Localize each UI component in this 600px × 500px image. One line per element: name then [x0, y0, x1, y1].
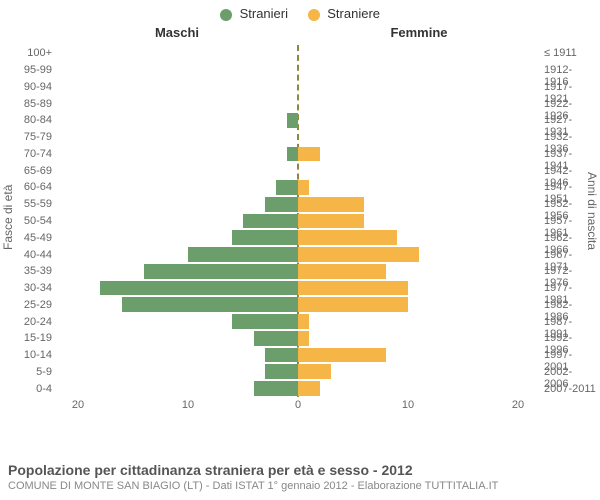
bar-row — [56, 281, 540, 296]
age-label: 85-89 — [0, 98, 52, 110]
x-tick: 20 — [72, 399, 84, 411]
bar-row — [56, 214, 540, 229]
male-bar — [243, 214, 298, 229]
x-tick: 10 — [182, 399, 194, 411]
age-label: 80-84 — [0, 114, 52, 126]
female-bar — [298, 247, 419, 262]
x-axis: 20 10 0 10 20 — [56, 399, 540, 417]
age-label: 95-99 — [0, 64, 52, 76]
female-bar — [298, 281, 408, 296]
male-bar — [188, 247, 298, 262]
y-axis-left-labels: 0-4 5-9 10-14 15-19 20-24 25-29 30-34 35-39 40-4… — [0, 45, 56, 397]
bar-row — [56, 63, 540, 78]
age-label: 30-34 — [0, 282, 52, 294]
female-bar — [298, 147, 320, 162]
bar-row — [56, 297, 540, 312]
female-bar — [298, 197, 364, 212]
chart-title: Popolazione per cittadinanza straniera p… — [8, 462, 592, 478]
age-label: 40-44 — [0, 249, 52, 261]
bar-row — [56, 80, 540, 95]
column-headers: Maschi Femmine — [56, 25, 540, 43]
age-label: 15-19 — [0, 332, 52, 344]
age-label: 75-79 — [0, 131, 52, 143]
bar-row — [56, 381, 540, 396]
male-bar — [287, 147, 298, 162]
bar-row — [56, 130, 540, 145]
bars-container — [56, 45, 540, 397]
legend-swatch-male — [220, 9, 232, 21]
male-bar — [232, 230, 298, 245]
legend-swatch-female — [308, 9, 320, 21]
bar-row — [56, 331, 540, 346]
age-label: 65-69 — [0, 165, 52, 177]
bar-row — [56, 348, 540, 363]
male-bar — [265, 197, 298, 212]
bar-row — [56, 180, 540, 195]
female-bar — [298, 331, 309, 346]
male-bar — [265, 348, 298, 363]
legend-item-female: Straniere — [308, 6, 380, 21]
legend-item-male: Stranieri — [220, 6, 288, 21]
bar-row — [56, 113, 540, 128]
legend: Stranieri Straniere — [0, 0, 600, 21]
age-label: 50-54 — [0, 215, 52, 227]
age-label: 45-49 — [0, 232, 52, 244]
age-label: 20-24 — [0, 316, 52, 328]
age-label: 10-14 — [0, 349, 52, 361]
x-tick: 10 — [402, 399, 414, 411]
female-bar — [298, 381, 320, 396]
age-label: 25-29 — [0, 299, 52, 311]
male-bar — [254, 381, 298, 396]
bar-row — [56, 230, 540, 245]
female-bar — [298, 214, 364, 229]
bar-row — [56, 96, 540, 111]
female-bar — [298, 264, 386, 279]
female-bar — [298, 180, 309, 195]
age-label: 60-64 — [0, 181, 52, 193]
legend-label-male: Stranieri — [240, 6, 288, 21]
x-tick: 20 — [512, 399, 524, 411]
male-bar — [276, 180, 298, 195]
year-label: 1912-1916 — [540, 64, 596, 76]
year-label: ≤ 1911 — [540, 47, 596, 59]
x-tick: 0 — [295, 399, 301, 411]
bar-row — [56, 197, 540, 212]
legend-label-female: Straniere — [327, 6, 380, 21]
male-bar — [232, 314, 298, 329]
bar-row — [56, 364, 540, 379]
age-label: 5-9 — [0, 366, 52, 378]
column-header-female: Femmine — [298, 25, 540, 40]
female-bar — [298, 364, 331, 379]
female-bar — [298, 348, 386, 363]
age-label: 35-39 — [0, 265, 52, 277]
male-bar — [254, 331, 298, 346]
male-bar — [265, 364, 298, 379]
column-header-male: Maschi — [56, 25, 298, 40]
female-bar — [298, 314, 309, 329]
population-pyramid-chart: Stranieri Straniere Fasce di età Anni di… — [0, 0, 600, 500]
age-label: 90-94 — [0, 81, 52, 93]
bar-row — [56, 46, 540, 61]
y-axis-right-labels: 2007-20112002-20061997-20011992-19961987… — [540, 45, 600, 397]
age-label: 100+ — [0, 47, 52, 59]
bar-row — [56, 147, 540, 162]
chart-footer: Popolazione per cittadinanza straniera p… — [8, 462, 592, 492]
chart-subtitle: COMUNE DI MONTE SAN BIAGIO (LT) - Dati I… — [8, 480, 592, 492]
female-bar — [298, 230, 397, 245]
age-label: 70-74 — [0, 148, 52, 160]
male-bar — [287, 113, 298, 128]
female-bar — [298, 297, 408, 312]
bar-row — [56, 314, 540, 329]
bar-row — [56, 163, 540, 178]
male-bar — [144, 264, 298, 279]
male-bar — [122, 297, 298, 312]
chart-area: Maschi Femmine 0-45-910-1415-1920-2425-2… — [56, 25, 540, 417]
bar-row — [56, 264, 540, 279]
age-label: 55-59 — [0, 198, 52, 210]
male-bar — [100, 281, 298, 296]
bar-row — [56, 247, 540, 262]
age-label: 0-4 — [0, 383, 52, 395]
